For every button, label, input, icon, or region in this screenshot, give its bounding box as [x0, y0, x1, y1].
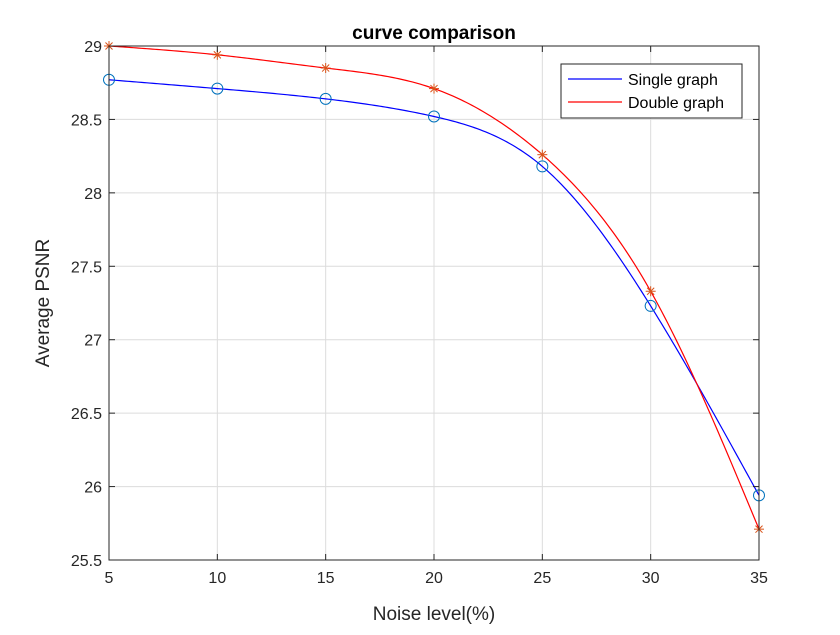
x-tick-label-5: 30 [642, 570, 660, 587]
x-tick-label-0: 5 [105, 570, 114, 587]
y-tick-label-7: 29 [84, 39, 102, 56]
y-tick-label-3: 27 [84, 333, 102, 350]
data-point-double-graph-5 [645, 286, 656, 297]
x-axis-label: Noise level(%) [373, 604, 495, 625]
axes-layer [108, 45, 760, 561]
chart-title: curve comparison [352, 23, 516, 44]
legend: Single graph Double graph [560, 63, 743, 119]
y-tick-label-5: 28 [84, 186, 102, 203]
data-point-single-graph-5 [644, 299, 657, 312]
series-layer [103, 41, 765, 535]
data-point-single-graph-3 [428, 110, 440, 123]
data-point-double-graph-2 [320, 63, 331, 74]
x-tick-label-3: 20 [425, 570, 443, 587]
data-point-single-graph-2 [319, 92, 332, 105]
x-tick-label-6: 35 [750, 570, 768, 587]
y-axis-label: Average PSNR [33, 239, 54, 368]
data-point-double-graph-4 [537, 149, 548, 160]
tick-labels-layer: 5 10 15 20 25 30 35 25.5 26 26.5 27 27.5 28 28.5 29 [71, 39, 768, 587]
y-tick-label-0: 25.5 [71, 553, 102, 570]
legend-box [560, 63, 743, 119]
legend-label-double-graph: Double graph [628, 95, 724, 112]
y-tick-label-2: 26.5 [71, 406, 102, 423]
data-point-single-graph-4 [536, 160, 549, 173]
y-tick-label-6: 28.5 [71, 112, 102, 129]
data-point-single-graph-1 [211, 82, 224, 95]
x-tick-label-4: 25 [533, 570, 551, 587]
y-tick-label-1: 26 [84, 480, 102, 497]
x-tick-label-2: 15 [317, 570, 335, 587]
data-point-double-graph-3 [429, 83, 439, 94]
legend-label-single-graph: Single graph [628, 72, 718, 89]
y-tick-label-4: 27.5 [71, 259, 102, 276]
series-line-single-graph [108, 79, 760, 496]
x-tick-label-1: 10 [208, 570, 226, 587]
